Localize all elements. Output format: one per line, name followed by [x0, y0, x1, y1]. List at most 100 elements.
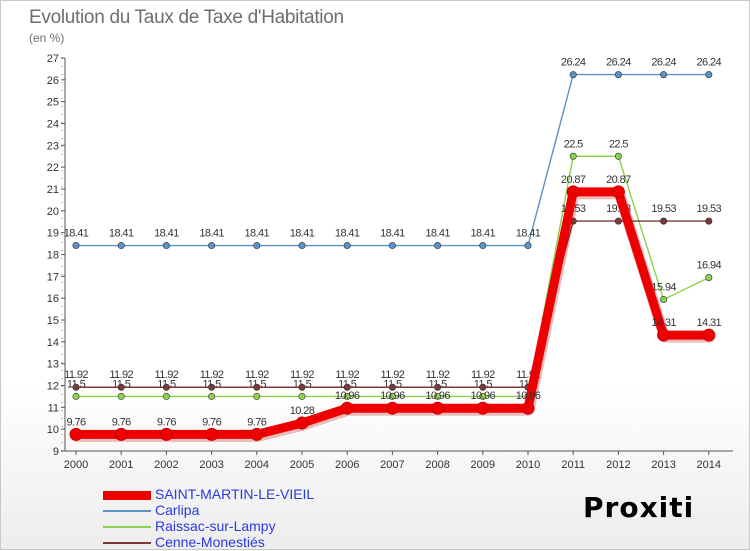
- data-label-raissac-sur-lampy: 22.5: [609, 138, 628, 150]
- y-tick-label: 20: [47, 206, 59, 218]
- data-label-carlipa: 18.41: [380, 228, 405, 240]
- data-point-raissac-sur-lampy: [388, 392, 396, 400]
- data-point-raissac-sur-lampy: [72, 392, 80, 400]
- data-label-saint-martin-le-vieil: 10.28: [290, 405, 315, 417]
- data-point-cenne-monesti-s: [614, 217, 622, 225]
- x-tick-label: 2005: [290, 459, 314, 471]
- data-label-saint-martin-le-vieil: 10.96: [471, 390, 496, 402]
- data-point-raissac-sur-lampy: [660, 295, 668, 303]
- data-point-cenne-monesti-s: [253, 383, 261, 391]
- data-point-saint-martin-le-vieil: [205, 427, 219, 441]
- data-point-carlipa: [614, 71, 622, 79]
- legend-label: Carlipa: [155, 502, 200, 518]
- y-tick-label: 15: [47, 315, 59, 327]
- x-tick-label: 2002: [154, 459, 178, 471]
- legend-label: Raissac-sur-Lampy: [155, 518, 276, 534]
- data-point-carlipa: [388, 242, 396, 250]
- data-point-raissac-sur-lampy: [208, 392, 216, 400]
- data-label-cenne-monesti-s: 11.92: [290, 369, 314, 381]
- data-point-carlipa: [208, 242, 216, 250]
- x-tick-label: 2006: [335, 459, 359, 471]
- x-tick-label: 2001: [109, 459, 133, 471]
- data-point-carlipa: [479, 242, 487, 250]
- x-tick-label: 2007: [380, 459, 404, 471]
- data-point-carlipa: [72, 242, 80, 250]
- data-point-raissac-sur-lampy: [705, 274, 713, 282]
- data-point-raissac-sur-lampy: [343, 392, 351, 400]
- data-point-saint-martin-le-vieil: [69, 427, 83, 441]
- data-point-cenne-monesti-s: [479, 383, 487, 391]
- data-label-carlipa: 26.24: [561, 57, 586, 69]
- y-tick-label: 12: [47, 381, 59, 393]
- data-point-cenne-monesti-s: [388, 383, 396, 391]
- x-tick-label: 2014: [697, 459, 721, 471]
- data-label-carlipa: 18.41: [290, 228, 315, 240]
- x-tick-label: 2012: [606, 459, 630, 471]
- data-label-saint-martin-le-vieil: 10.96: [335, 390, 360, 402]
- data-point-saint-martin-le-vieil: [657, 328, 671, 342]
- data-label-saint-martin-le-vieil: 9.76: [66, 416, 85, 428]
- data-label-saint-martin-le-vieil: 10.96: [380, 390, 405, 402]
- x-tick-label: 2013: [651, 459, 675, 471]
- legend-swatch-saint-martin: [103, 491, 151, 500]
- data-label-saint-martin-le-vieil: 9.76: [202, 416, 221, 428]
- y-tick-label: 27: [47, 53, 59, 65]
- x-tick-label: 2010: [516, 459, 540, 471]
- data-label-carlipa: 26.24: [606, 57, 631, 69]
- data-label-saint-martin-le-vieil: 14.31: [651, 317, 676, 329]
- data-label-cenne-monesti-s: 11.92: [335, 369, 359, 381]
- data-label-carlipa: 18.41: [335, 228, 360, 240]
- data-point-raissac-sur-lampy: [298, 392, 306, 400]
- legend-swatch-raissac: [103, 526, 151, 528]
- data-point-carlipa: [253, 242, 261, 250]
- legend-label: SAINT-MARTIN-LE-VIEIL: [155, 486, 315, 502]
- y-tick-label: 22: [47, 162, 59, 174]
- data-label-carlipa: 18.41: [199, 228, 224, 240]
- data-point-raissac-sur-lampy: [569, 152, 577, 160]
- y-tick-label: 21: [47, 184, 59, 196]
- data-point-cenne-monesti-s: [343, 383, 351, 391]
- data-label-cenne-monesti-s: 19.53: [697, 203, 722, 215]
- data-point-saint-martin-le-vieil: [385, 401, 399, 415]
- data-point-saint-martin-le-vieil: [114, 427, 128, 441]
- x-tick-label: 2003: [199, 459, 223, 471]
- data-label-saint-martin-le-vieil: 9.76: [247, 416, 266, 428]
- data-point-saint-martin-le-vieil: [250, 427, 264, 441]
- y-tick-label: 19: [47, 228, 59, 240]
- data-point-cenne-monesti-s: [298, 383, 306, 391]
- data-point-carlipa: [705, 71, 713, 79]
- data-label-cenne-monesti-s: 11.92: [64, 369, 88, 381]
- data-point-saint-martin-le-vieil: [295, 416, 309, 430]
- data-label-saint-martin-le-vieil: 14.31: [697, 317, 722, 329]
- data-point-carlipa: [660, 71, 668, 79]
- y-tick-label: 25: [47, 97, 59, 109]
- unit-label: (en %): [29, 31, 65, 45]
- data-point-cenne-monesti-s: [72, 383, 80, 391]
- data-point-saint-martin-le-vieil: [521, 401, 535, 415]
- data-label-carlipa: 18.41: [471, 228, 496, 240]
- data-point-cenne-monesti-s: [208, 383, 216, 391]
- y-tick-label: 10: [47, 424, 59, 436]
- data-point-raissac-sur-lampy: [434, 392, 442, 400]
- data-point-cenne-monesti-s: [162, 383, 170, 391]
- series-line-carlipa: [75, 73, 710, 247]
- data-label-saint-martin-le-vieil: 20.87: [606, 174, 631, 186]
- data-label-saint-martin-le-vieil: 9.76: [157, 416, 176, 428]
- data-point-saint-martin-le-vieil: [566, 185, 580, 199]
- data-point-cenne-monesti-s: [117, 383, 125, 391]
- data-point-cenne-monesti-s: [705, 217, 713, 225]
- data-point-carlipa: [524, 242, 532, 250]
- data-label-cenne-monesti-s: 11.92: [109, 369, 133, 381]
- data-point-saint-martin-le-vieil: [431, 401, 445, 415]
- data-point-cenne-monesti-s: [434, 383, 442, 391]
- y-tick-label: 24: [47, 119, 59, 131]
- y-tick-label: 16: [47, 293, 59, 305]
- data-point-cenne-monesti-s: [660, 217, 668, 225]
- data-point-carlipa: [117, 242, 125, 250]
- data-label-cenne-monesti-s: 11.92: [471, 369, 495, 381]
- data-label-raissac-sur-lampy: 15.94: [651, 281, 676, 293]
- y-tick-label: 18: [47, 250, 59, 262]
- data-label-cenne-monesti-s: 11.92: [200, 369, 224, 381]
- y-tick-label: 14: [47, 337, 59, 349]
- data-point-raissac-sur-lampy: [253, 392, 261, 400]
